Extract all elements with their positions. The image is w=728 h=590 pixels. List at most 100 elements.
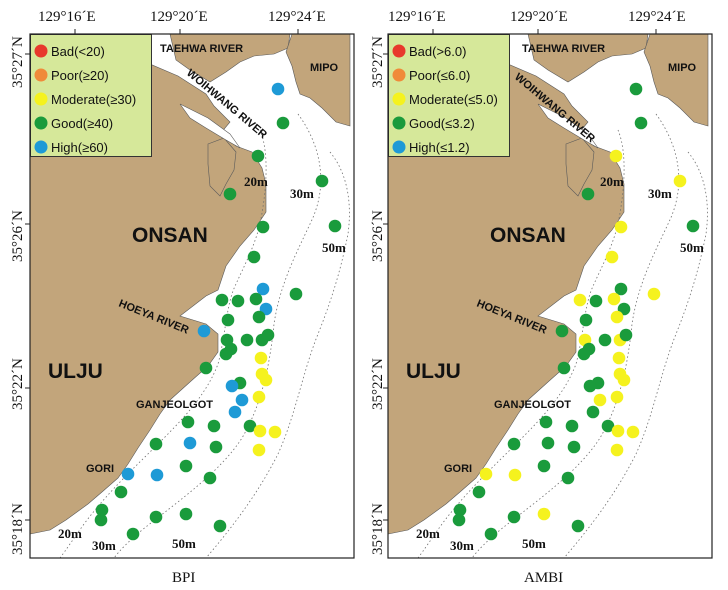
station-marker-high bbox=[235, 393, 249, 407]
station-marker-moderate bbox=[607, 292, 621, 306]
station-marker-moderate bbox=[537, 507, 551, 521]
depth-contour-2 bbox=[471, 113, 680, 559]
station-marker-good bbox=[453, 503, 467, 517]
legend-swatch-poor bbox=[34, 68, 48, 82]
station-marker-good bbox=[561, 471, 575, 485]
station-marker-high bbox=[271, 82, 285, 96]
station-marker-good bbox=[149, 510, 163, 524]
station-marker-good bbox=[328, 219, 342, 233]
bpi-map-panel bbox=[25, 29, 355, 559]
station-marker-good bbox=[223, 187, 237, 201]
station-marker-good bbox=[126, 527, 140, 541]
legend-box bbox=[388, 34, 510, 157]
legend-box bbox=[30, 34, 152, 157]
station-marker-good bbox=[614, 282, 628, 296]
station-marker-good bbox=[567, 440, 581, 454]
station-marker-good bbox=[243, 419, 257, 433]
legend-swatch-poor bbox=[392, 68, 406, 82]
station-marker-good bbox=[589, 294, 603, 308]
station-marker-moderate bbox=[252, 443, 266, 457]
station-marker-good bbox=[581, 187, 595, 201]
station-marker-good bbox=[507, 437, 521, 451]
station-marker-good bbox=[215, 293, 229, 307]
station-marker-good bbox=[209, 440, 223, 454]
legend-swatch-bad bbox=[392, 44, 406, 58]
depth-contour-2 bbox=[113, 113, 322, 559]
station-marker-good bbox=[95, 503, 109, 517]
legend-swatch-bad bbox=[34, 44, 48, 58]
depth-contour-3 bbox=[205, 151, 350, 559]
station-marker-moderate bbox=[673, 174, 687, 188]
station-marker-high bbox=[228, 405, 242, 419]
station-marker-moderate bbox=[573, 293, 587, 307]
station-marker-good bbox=[276, 116, 290, 130]
station-marker-good bbox=[114, 485, 128, 499]
station-marker-moderate bbox=[508, 468, 522, 482]
depth-contour-3 bbox=[563, 151, 708, 559]
station-marker-good bbox=[507, 510, 521, 524]
station-marker-moderate bbox=[254, 351, 268, 365]
legend-swatch-moderate bbox=[392, 92, 406, 106]
station-marker-good bbox=[213, 519, 227, 533]
station-marker-good bbox=[203, 471, 217, 485]
station-marker-moderate bbox=[611, 424, 625, 438]
station-marker-high bbox=[225, 379, 239, 393]
station-marker-high bbox=[197, 324, 211, 338]
station-marker-moderate bbox=[479, 467, 493, 481]
station-marker-good bbox=[601, 419, 615, 433]
station-marker-moderate bbox=[617, 373, 631, 387]
station-marker-good bbox=[179, 459, 193, 473]
station-marker-good bbox=[207, 419, 221, 433]
station-marker-good bbox=[219, 347, 233, 361]
station-marker-good bbox=[256, 220, 270, 234]
station-marker-good bbox=[586, 405, 600, 419]
station-marker-good bbox=[629, 82, 643, 96]
station-marker-good bbox=[619, 328, 633, 342]
station-marker-moderate bbox=[610, 310, 624, 324]
station-marker-good bbox=[579, 313, 593, 327]
station-marker-good bbox=[252, 310, 266, 324]
station-marker-moderate bbox=[614, 220, 628, 234]
station-marker-moderate bbox=[626, 425, 640, 439]
station-marker-good bbox=[634, 116, 648, 130]
station-marker-moderate bbox=[252, 390, 266, 404]
station-marker-good bbox=[240, 333, 254, 347]
map-frame bbox=[387, 33, 713, 559]
station-marker-moderate bbox=[259, 373, 273, 387]
station-marker-good bbox=[577, 347, 591, 361]
station-marker-good bbox=[181, 415, 195, 429]
station-marker-moderate bbox=[268, 425, 282, 439]
legend-swatch-good bbox=[34, 116, 48, 130]
station-marker-moderate bbox=[612, 351, 626, 365]
station-marker-good bbox=[472, 485, 486, 499]
station-marker-good bbox=[94, 513, 108, 527]
legend-swatch-high bbox=[392, 140, 406, 154]
map-frame bbox=[29, 33, 355, 559]
station-marker-high bbox=[256, 282, 270, 296]
station-marker-moderate bbox=[647, 287, 661, 301]
station-marker-high bbox=[183, 436, 197, 450]
station-marker-good bbox=[537, 459, 551, 473]
station-marker-good bbox=[598, 333, 612, 347]
station-marker-good bbox=[149, 437, 163, 451]
station-marker-good bbox=[571, 519, 585, 533]
station-marker-good bbox=[565, 419, 579, 433]
station-marker-good bbox=[199, 361, 213, 375]
station-marker-high bbox=[150, 468, 164, 482]
station-marker-good bbox=[251, 149, 265, 163]
legend-swatch-high bbox=[34, 140, 48, 154]
station-marker-good bbox=[315, 174, 329, 188]
station-marker-good bbox=[583, 379, 597, 393]
station-marker-moderate bbox=[610, 390, 624, 404]
station-marker-good bbox=[247, 250, 261, 264]
station-marker-moderate bbox=[610, 443, 624, 457]
station-marker-good bbox=[541, 436, 555, 450]
station-marker-good bbox=[557, 361, 571, 375]
station-marker-good bbox=[221, 313, 235, 327]
station-marker-high bbox=[121, 467, 135, 481]
station-marker-moderate bbox=[593, 393, 607, 407]
station-marker-good bbox=[452, 513, 466, 527]
station-marker-good bbox=[179, 507, 193, 521]
station-marker-moderate bbox=[605, 250, 619, 264]
